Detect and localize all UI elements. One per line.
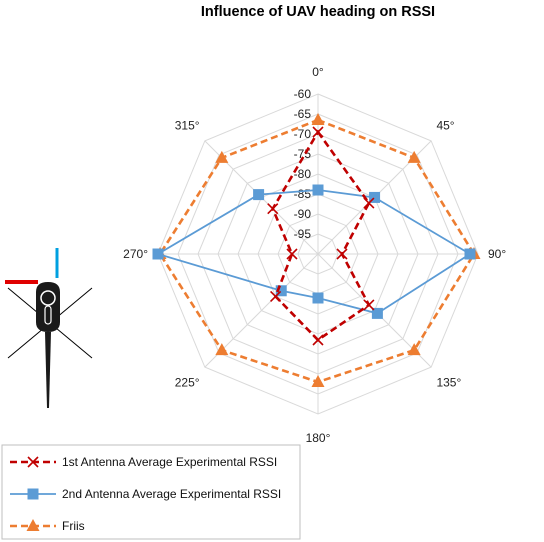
- series-layer: [152, 113, 481, 387]
- axis-labels: 0° 45° 90° 135° 180° 225° 270° 315°: [123, 65, 506, 445]
- series-line: [158, 118, 476, 384]
- tick-label: -80: [294, 167, 312, 181]
- data-point: [312, 292, 324, 304]
- uav-top-view-icon: [5, 248, 93, 408]
- uav-battery: [44, 305, 52, 325]
- series-1: [267, 126, 375, 346]
- data-point: [27, 488, 39, 500]
- chart-title: Influence of UAV heading on RSSI: [201, 4, 435, 20]
- legend-item: Friis: [10, 519, 85, 533]
- data-point: [312, 184, 324, 196]
- tick-label: -60: [294, 87, 312, 101]
- data-point: [275, 285, 287, 297]
- data-point: [407, 150, 421, 163]
- data-point: [26, 519, 40, 531]
- data-point: [215, 343, 229, 356]
- tick-labels: -60-65-70-75-80-85-90-95: [294, 87, 312, 241]
- data-point: [311, 113, 325, 125]
- axis-label: 225°: [175, 375, 200, 389]
- radar-grid: [157, 93, 479, 415]
- data-point: [371, 307, 383, 319]
- uav-camera: [40, 290, 56, 306]
- axis-label: 270°: [123, 247, 148, 261]
- tick-label: -70: [294, 127, 312, 141]
- data-point: [152, 248, 164, 260]
- series-3: [153, 113, 481, 387]
- data-point: [215, 150, 229, 163]
- axis-label: 315°: [175, 119, 200, 133]
- legend-item: 2nd Antenna Average Experimental RSSI: [10, 487, 281, 501]
- uav-tail-boom: [45, 332, 51, 408]
- legend-label: 2nd Antenna Average Experimental RSSI: [62, 487, 281, 501]
- tick-label: -90: [294, 207, 312, 221]
- axis-label: 135°: [436, 375, 461, 389]
- series-line: [271, 129, 371, 342]
- axis-label: 180°: [306, 431, 331, 445]
- data-point: [464, 248, 476, 260]
- legend-label: Friis: [62, 519, 85, 533]
- tick-label: -85: [294, 187, 312, 201]
- tick-label: -65: [294, 107, 312, 121]
- data-point: [270, 290, 282, 302]
- series-2: [152, 184, 476, 319]
- data-point: [286, 248, 298, 260]
- data-point: [312, 126, 324, 138]
- legend-item: 1st Antenna Average Experimental RSSI: [10, 455, 277, 469]
- axis-label: 0°: [312, 65, 324, 79]
- data-point: [363, 197, 375, 209]
- axis-label: 90°: [488, 247, 506, 261]
- legend: 1st Antenna Average Experimental RSSI 2nd…: [1, 444, 301, 540]
- axis-label: 45°: [436, 119, 454, 133]
- data-point: [311, 375, 325, 387]
- data-point: [369, 191, 381, 203]
- data-point: [336, 248, 348, 260]
- legend-box: [1, 444, 301, 540]
- data-point: [267, 203, 279, 215]
- data-point: [312, 334, 324, 346]
- tick-label: -95: [294, 227, 312, 241]
- data-point: [363, 299, 375, 311]
- data-point: [253, 189, 265, 201]
- data-point: [407, 343, 421, 356]
- legend-label: 1st Antenna Average Experimental RSSI: [62, 455, 277, 469]
- data-point: [27, 456, 39, 468]
